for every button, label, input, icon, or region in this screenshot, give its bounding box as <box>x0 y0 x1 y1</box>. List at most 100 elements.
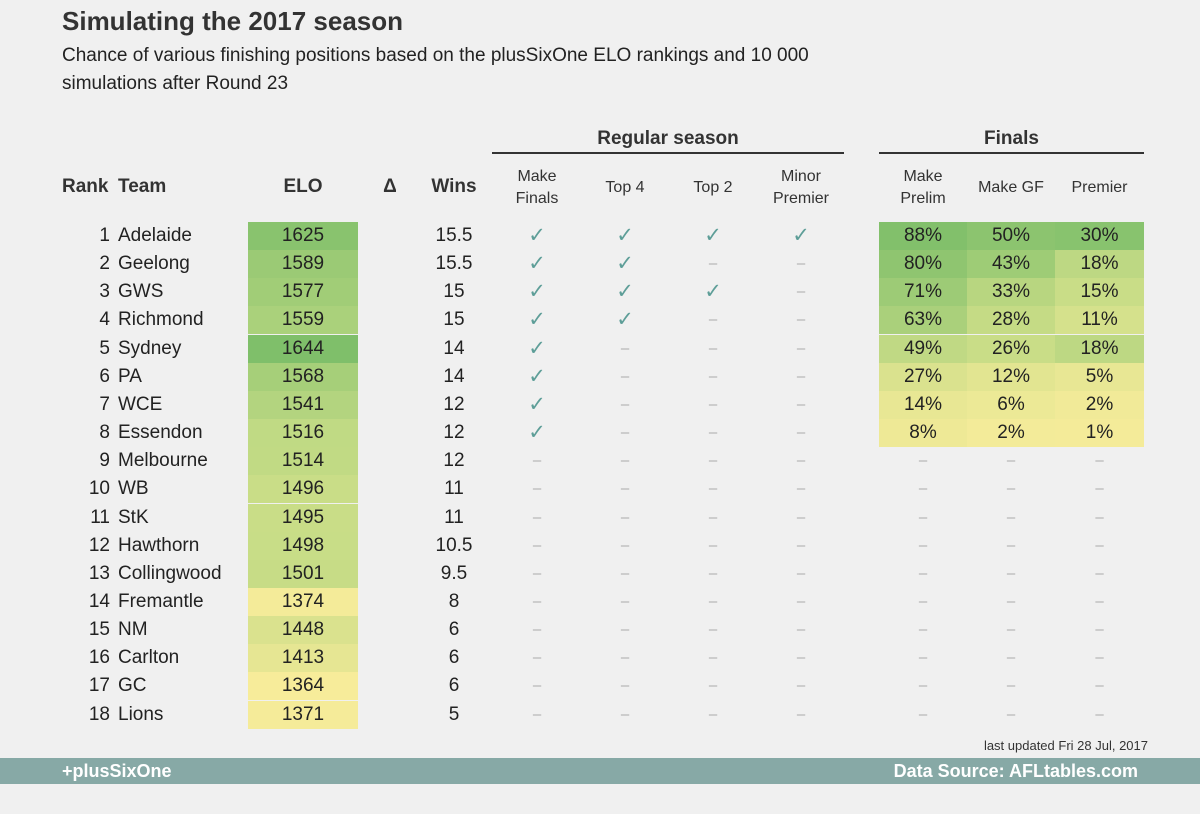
rank-cell: 12 <box>88 534 110 556</box>
dash-mark: – <box>1006 508 1016 526</box>
wins-cell: 10.5 <box>435 534 473 556</box>
rank-cell: 15 <box>88 619 110 641</box>
check-icon: ✓ <box>528 224 546 247</box>
dash-mark: – <box>1095 621 1104 639</box>
dash-mark: – <box>620 621 630 639</box>
footer-brand: +plusSixOne <box>62 761 172 781</box>
dash-mark: – <box>796 592 806 610</box>
premier-cell: 15% <box>1055 278 1144 307</box>
rank-cell: 8 <box>99 422 110 444</box>
dash-mark: – <box>796 705 806 723</box>
dash-mark: – <box>1095 705 1104 723</box>
table-row: 7 WCE 1541 12 ✓ – – – 14% 6% 2% <box>0 390 1200 419</box>
dash-mark: – <box>1095 452 1104 470</box>
dash-mark: – <box>918 564 928 582</box>
header-make-finals-line2: Finals <box>515 190 559 207</box>
dash-mark: – <box>620 649 630 667</box>
dash-mark: – <box>918 592 928 610</box>
prelim-cell: 63% <box>879 306 967 335</box>
rank-cell: 11 <box>90 506 110 528</box>
check-icon: ✓ <box>528 364 546 388</box>
table-row: 11 StK 1495 11 – – – – – – – <box>0 503 1200 532</box>
table-row: 3 GWS 1577 15 ✓ ✓ ✓ – 71% 33% 15% <box>0 278 1200 307</box>
dash-mark: – <box>796 395 806 413</box>
wins-cell: 15 <box>443 281 465 303</box>
team-cell: GC <box>118 675 147 697</box>
dash-mark: – <box>796 536 806 554</box>
dash-mark: – <box>532 508 542 526</box>
check-icon: ✓ <box>616 252 634 276</box>
check-icon: ✓ <box>528 421 546 445</box>
header-top2: Top 2 <box>693 179 733 196</box>
chart-subtitle: Chance of various finishing positions ba… <box>62 45 809 94</box>
team-cell: Fremantle <box>118 590 204 612</box>
table-row: 17 GC 1364 6 – – – – – – – <box>0 672 1200 701</box>
check-icon: ✓ <box>528 392 546 416</box>
table-row: 16 Carlton 1413 6 – – – – – – – <box>0 644 1200 673</box>
rank-cell: 9 <box>99 450 110 472</box>
dash-mark: – <box>918 480 928 498</box>
team-cell: Melbourne <box>118 450 208 472</box>
dash-mark: – <box>708 508 718 526</box>
dash-mark: – <box>796 480 806 498</box>
dash-mark: – <box>620 508 630 526</box>
wins-cell: 5 <box>448 703 460 725</box>
prelim-cell: 8% <box>879 419 967 448</box>
dash-mark: – <box>620 480 630 498</box>
table-row: 5 Sydney 1644 14 ✓ – – – 49% 26% 18% <box>0 334 1200 363</box>
dash-mark: – <box>1095 592 1104 610</box>
gf-cell: 33% <box>967 278 1055 307</box>
prelim-cell: 88% <box>879 222 967 250</box>
elo-cell: 1516 <box>248 419 358 448</box>
check-icon: ✓ <box>528 308 546 332</box>
gf-cell: 28% <box>967 306 1055 335</box>
wins-cell: 12 <box>443 450 465 472</box>
dash-mark: – <box>708 452 718 470</box>
rank-cell: 18 <box>88 703 110 725</box>
dash-mark: – <box>708 536 718 554</box>
rank-cell: 4 <box>99 309 110 331</box>
team-cell: Essendon <box>118 422 203 444</box>
wins-cell: 15.5 <box>435 253 473 275</box>
elo-cell: 1413 <box>248 644 358 673</box>
wins-cell: 12 <box>443 393 465 415</box>
dash-mark: – <box>1095 649 1104 667</box>
table-row: 6 PA 1568 14 ✓ – – – 27% 12% 5% <box>0 362 1200 391</box>
dash-mark: – <box>532 480 542 498</box>
dash-mark: – <box>1006 480 1016 498</box>
dash-mark: – <box>620 339 630 357</box>
dash-mark: – <box>1006 452 1016 470</box>
header-top4: Top 4 <box>605 179 645 196</box>
elo-cell: 1371 <box>248 700 358 729</box>
footer-source: Data Source: AFLtables.com <box>893 761 1138 781</box>
dash-mark: – <box>532 592 542 610</box>
dash-mark: – <box>796 621 806 639</box>
dash-mark: – <box>532 536 542 554</box>
elo-cell: 1364 <box>248 672 358 701</box>
dash-mark: – <box>532 452 542 470</box>
wins-cell: 14 <box>443 337 465 359</box>
elo-cell: 1495 <box>248 503 358 532</box>
team-cell: Sydney <box>118 337 182 359</box>
check-icon: ✓ <box>528 280 546 304</box>
team-cell: PA <box>118 365 142 387</box>
dash-mark: – <box>708 705 718 723</box>
rank-cell: 16 <box>88 647 110 669</box>
header-make-gf: Make GF <box>978 179 1044 196</box>
team-cell: Geelong <box>118 253 190 275</box>
dash-mark: – <box>708 564 718 582</box>
dash-mark: – <box>708 339 718 357</box>
dash-mark: – <box>532 564 542 582</box>
prelim-cell: 49% <box>879 334 967 363</box>
rank-cell: 6 <box>99 365 110 387</box>
elo-cell: 1448 <box>248 616 358 645</box>
dash-mark: – <box>918 508 928 526</box>
dash-mark: – <box>918 452 928 470</box>
rank-cell: 2 <box>99 253 110 275</box>
team-cell: Carlton <box>118 647 180 669</box>
rank-cell: 1 <box>99 225 110 246</box>
dash-mark: – <box>796 564 806 582</box>
elo-cell: 1496 <box>248 475 358 504</box>
table-row: 4 Richmond 1559 15 ✓ ✓ – – 63% 28% 11% <box>0 306 1200 335</box>
dash-mark: – <box>918 677 928 695</box>
